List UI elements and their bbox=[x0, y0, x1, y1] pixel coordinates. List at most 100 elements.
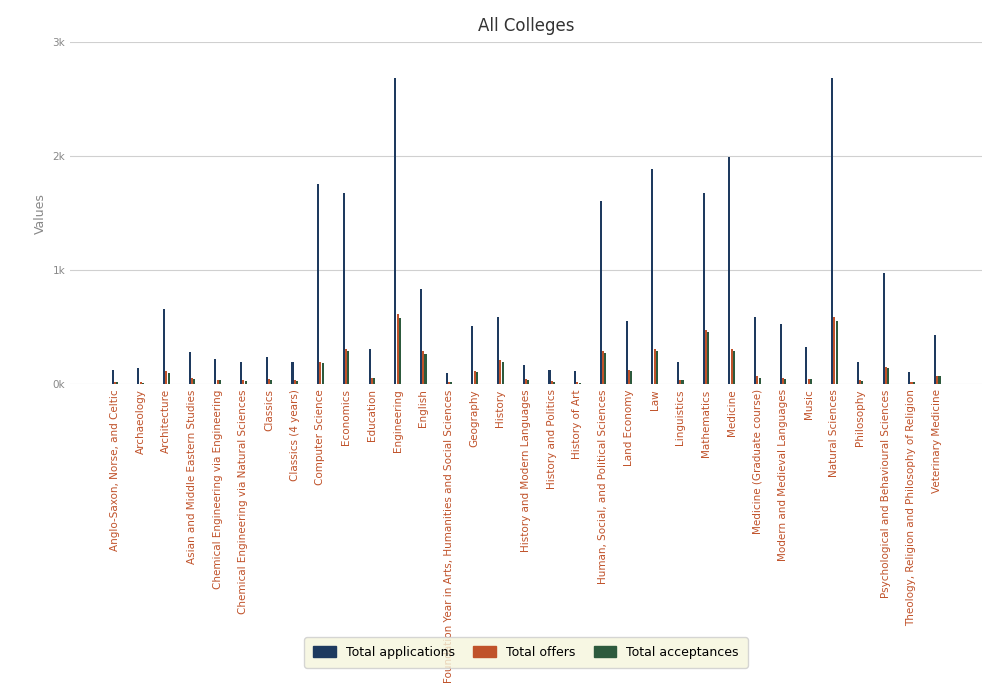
Bar bbox=[934, 336, 936, 384]
Bar bbox=[525, 380, 527, 384]
Bar bbox=[294, 380, 296, 384]
Bar bbox=[705, 330, 707, 384]
Bar bbox=[730, 349, 732, 384]
Bar bbox=[576, 382, 578, 384]
Bar bbox=[806, 347, 808, 384]
Bar bbox=[167, 373, 169, 384]
Bar bbox=[296, 381, 298, 384]
Bar bbox=[271, 380, 273, 384]
Bar bbox=[348, 352, 350, 384]
Bar bbox=[420, 289, 422, 384]
Bar bbox=[422, 352, 424, 384]
Bar bbox=[836, 321, 838, 384]
Bar bbox=[913, 382, 915, 384]
Bar bbox=[191, 378, 193, 384]
Bar bbox=[655, 351, 658, 384]
Bar bbox=[139, 382, 141, 384]
Bar bbox=[471, 326, 473, 384]
Bar bbox=[371, 377, 373, 384]
Bar bbox=[600, 201, 602, 384]
Bar bbox=[553, 382, 555, 384]
Bar bbox=[320, 361, 322, 384]
Bar bbox=[114, 382, 116, 384]
Bar bbox=[677, 361, 679, 384]
Bar bbox=[345, 349, 347, 384]
Bar bbox=[474, 371, 476, 384]
Bar bbox=[885, 368, 887, 384]
Bar bbox=[887, 368, 889, 384]
Bar bbox=[681, 380, 683, 384]
Bar bbox=[831, 78, 834, 384]
Bar bbox=[604, 353, 606, 384]
Bar bbox=[369, 349, 371, 384]
Bar bbox=[214, 359, 216, 384]
Bar bbox=[137, 368, 139, 384]
Bar bbox=[193, 379, 195, 384]
Bar bbox=[862, 381, 864, 384]
Bar bbox=[732, 351, 734, 384]
Bar bbox=[857, 361, 859, 384]
Bar bbox=[810, 380, 812, 384]
Bar bbox=[757, 377, 759, 384]
Bar bbox=[834, 317, 836, 384]
Bar bbox=[523, 365, 525, 384]
Bar bbox=[939, 377, 941, 384]
Bar bbox=[399, 318, 401, 384]
Bar bbox=[343, 193, 345, 384]
Bar bbox=[266, 357, 268, 384]
Bar bbox=[116, 382, 118, 384]
Bar bbox=[759, 377, 761, 384]
Bar bbox=[625, 321, 627, 384]
Bar bbox=[499, 361, 501, 384]
Bar bbox=[883, 273, 885, 384]
Bar bbox=[628, 370, 630, 384]
Bar bbox=[755, 317, 757, 384]
Y-axis label: Values: Values bbox=[34, 193, 47, 233]
Bar bbox=[908, 372, 910, 384]
Bar bbox=[702, 193, 704, 384]
Bar bbox=[165, 371, 167, 384]
Bar bbox=[502, 361, 504, 384]
Bar bbox=[111, 370, 113, 384]
Bar bbox=[707, 332, 709, 384]
Bar bbox=[808, 379, 810, 384]
Bar bbox=[936, 376, 938, 384]
Bar bbox=[218, 380, 221, 384]
Bar bbox=[240, 361, 242, 384]
Bar bbox=[188, 352, 190, 384]
Bar bbox=[859, 380, 861, 384]
Bar bbox=[216, 380, 218, 384]
Bar bbox=[630, 370, 632, 384]
Bar bbox=[269, 380, 271, 384]
Bar bbox=[782, 378, 784, 384]
Bar bbox=[446, 373, 448, 384]
Bar bbox=[728, 157, 730, 384]
Bar bbox=[142, 383, 144, 384]
Bar bbox=[476, 373, 478, 384]
Bar bbox=[163, 309, 165, 384]
Bar bbox=[551, 381, 553, 384]
Bar bbox=[679, 380, 681, 384]
Bar bbox=[448, 382, 450, 384]
Bar bbox=[651, 168, 653, 384]
Bar bbox=[244, 381, 246, 384]
Bar bbox=[579, 383, 581, 384]
Bar bbox=[318, 184, 320, 384]
Bar bbox=[292, 361, 294, 384]
Bar bbox=[394, 78, 397, 384]
Bar bbox=[450, 382, 452, 384]
Title: All Colleges: All Colleges bbox=[478, 17, 574, 35]
Bar bbox=[242, 380, 244, 384]
Bar bbox=[425, 354, 427, 384]
Bar bbox=[602, 351, 604, 384]
Bar bbox=[911, 382, 913, 384]
Bar bbox=[548, 370, 550, 384]
Bar bbox=[397, 314, 399, 384]
Bar bbox=[373, 378, 375, 384]
Bar bbox=[322, 363, 324, 384]
Bar bbox=[574, 370, 576, 384]
Bar bbox=[785, 379, 787, 384]
Bar bbox=[527, 380, 529, 384]
Bar bbox=[780, 324, 782, 384]
Bar bbox=[653, 349, 655, 384]
